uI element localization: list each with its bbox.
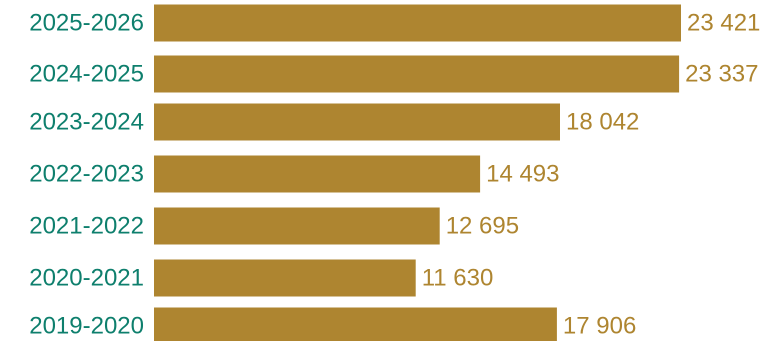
chart-rows: 2025-2026 23 421 2024-2025 23 337 2023-2024 1…	[29, 4, 760, 341]
bar	[154, 103, 560, 141]
bar	[154, 155, 481, 193]
bar	[154, 307, 557, 341]
category-label: 2024-2025	[29, 61, 144, 88]
value-label: 12 695	[446, 213, 519, 240]
value-label: 17 906	[563, 313, 636, 340]
value-label: 23 337	[685, 61, 758, 88]
category-label: 2021-2022	[29, 213, 144, 240]
bar	[154, 207, 440, 245]
value-label: 11 630	[422, 265, 494, 292]
value-label: 23 421	[687, 10, 760, 37]
category-label: 2020-2021	[29, 265, 144, 292]
category-label: 2023-2024	[29, 109, 144, 136]
category-label: 2019-2020	[29, 313, 144, 340]
bar	[154, 4, 681, 42]
category-label: 2022-2023	[29, 161, 144, 188]
bar	[154, 55, 680, 93]
value-label: 14 493	[486, 161, 559, 188]
bar	[154, 259, 416, 297]
category-label: 2025-2026	[29, 10, 144, 37]
value-label: 18 042	[566, 109, 639, 136]
